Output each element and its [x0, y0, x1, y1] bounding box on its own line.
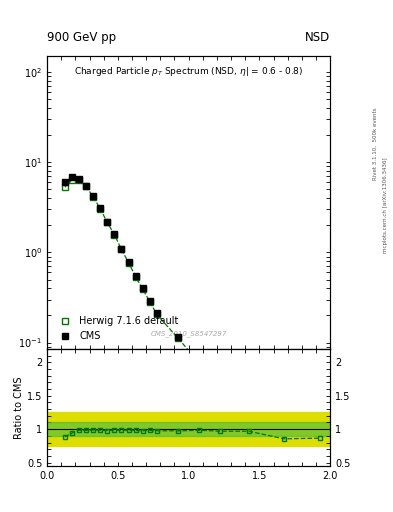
Herwig 7.1.6 default: [91, 194, 95, 200]
Herwig 7.1.6 default: [84, 183, 88, 189]
Text: mcplots.cern.ch [arXiv:1306.3436]: mcplots.cern.ch [arXiv:1306.3436]: [383, 157, 387, 252]
Herwig 7.1.6 default: [140, 286, 145, 292]
Herwig 7.1.6 default: [246, 413, 251, 419]
Text: CMS_2010_S8547297: CMS_2010_S8547297: [151, 330, 227, 337]
Herwig 7.1.6 default: [218, 386, 223, 392]
Herwig 7.1.6 default: [133, 273, 138, 280]
Text: Rivet 3.1.10,  500k events: Rivet 3.1.10, 500k events: [373, 107, 378, 180]
Text: 900 GeV pp: 900 GeV pp: [47, 31, 116, 44]
Herwig 7.1.6 default: [98, 206, 103, 212]
Line: Herwig 7.1.6 default: Herwig 7.1.6 default: [62, 177, 322, 488]
Y-axis label: Ratio to CMS: Ratio to CMS: [14, 376, 24, 439]
Herwig 7.1.6 default: [62, 184, 67, 190]
Herwig 7.1.6 default: [70, 177, 74, 183]
Herwig 7.1.6 default: [282, 455, 286, 461]
Herwig 7.1.6 default: [147, 298, 152, 305]
Herwig 7.1.6 default: [176, 335, 180, 341]
Herwig 7.1.6 default: [112, 231, 117, 238]
Herwig 7.1.6 default: [317, 482, 322, 488]
Herwig 7.1.6 default: [197, 360, 202, 366]
Text: NSD: NSD: [305, 31, 330, 44]
Text: Charged Particle $p_T$ Spectrum (NSD, $\eta$| = 0.6 - 0.8): Charged Particle $p_T$ Spectrum (NSD, $\…: [74, 65, 303, 78]
Legend: Herwig 7.1.6 default, CMS: Herwig 7.1.6 default, CMS: [52, 313, 182, 344]
Herwig 7.1.6 default: [119, 246, 124, 252]
Herwig 7.1.6 default: [154, 311, 159, 317]
Herwig 7.1.6 default: [77, 177, 81, 183]
Herwig 7.1.6 default: [105, 219, 110, 225]
Herwig 7.1.6 default: [126, 260, 131, 266]
